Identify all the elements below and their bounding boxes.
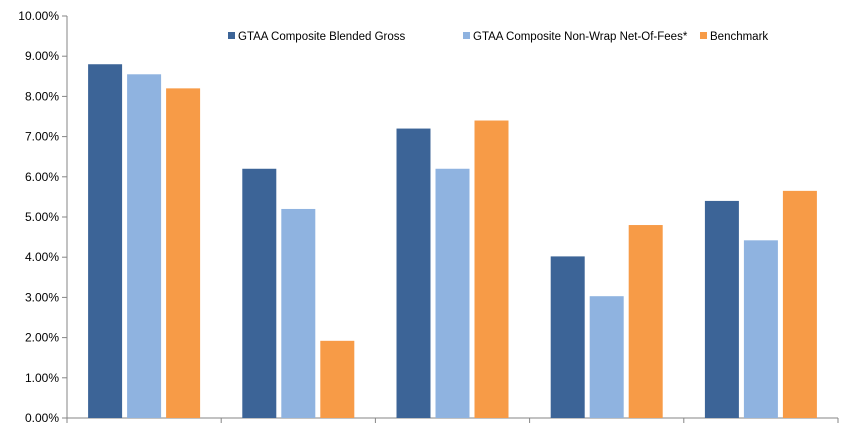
y-tick-label: 6.00% [25,170,59,184]
y-tick-label: 0.00% [25,411,59,425]
y-tick-label: 8.00% [25,89,59,103]
bar [435,168,470,418]
legend: GTAA Composite Blended Gross GTAA Composi… [228,31,768,43]
y-tick-label: 4.00% [25,250,59,264]
bar [474,120,509,419]
legend-swatch [700,32,707,39]
legend-swatch [228,32,235,39]
y-tick-label: 5.00% [25,210,59,224]
bar [704,200,739,418]
y-tick-label: 7.00% [25,130,59,144]
bar [166,88,201,419]
bar [628,225,663,418]
y-tick-label: 10.00% [18,9,59,23]
y-tick-label: 9.00% [25,49,59,63]
y-tick-label: 2.00% [25,331,59,345]
bar [320,340,355,418]
legend-label: GTAA Composite Blended Gross [238,31,405,43]
bar [782,190,817,418]
bar [550,256,585,418]
bar [396,128,431,418]
bar [127,74,162,418]
y-tick-label: 3.00% [25,290,59,304]
bar [281,208,316,418]
legend-label: Benchmark [710,31,768,43]
bar [589,296,624,418]
y-tick-label: 1.00% [25,371,59,385]
legend-swatch [463,32,470,39]
bar [743,240,778,418]
bar [88,64,123,419]
y-axis: 0.00% 1.00% 2.00% 3.00% 4.00% 5.00% 6.00% 7.00%… [18,9,839,425]
bar [242,168,277,418]
legend-label: GTAA Composite Non-Wrap Net-Of-Fees* [473,31,688,43]
bars [88,64,817,419]
